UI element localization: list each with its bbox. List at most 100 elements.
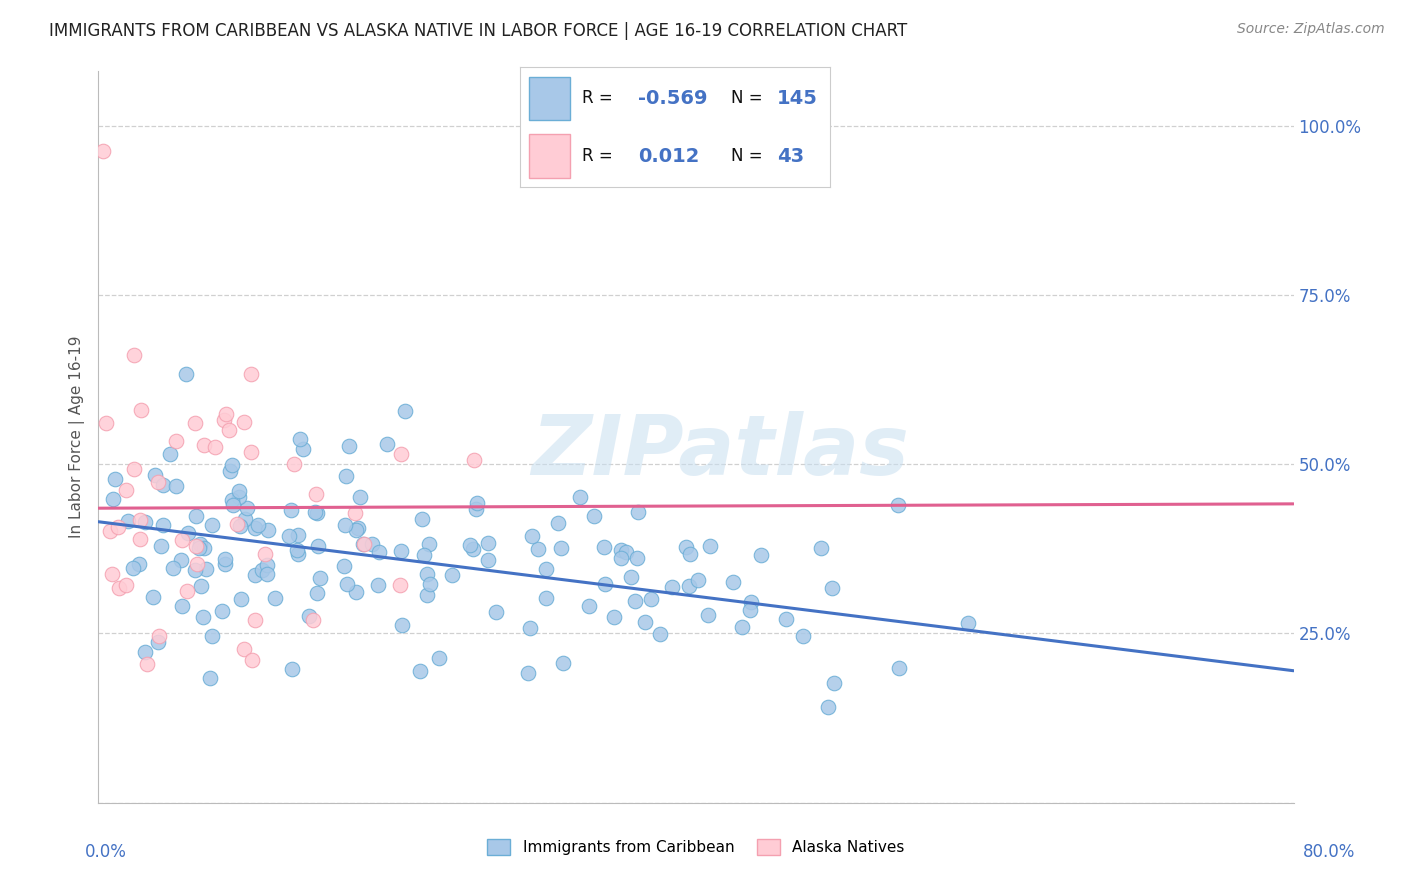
Point	[408, 665, 430, 679]
Point	[152, 478, 174, 492]
Point	[416, 567, 439, 582]
Point	[165, 434, 187, 448]
Text: R =: R =	[582, 147, 613, 165]
Point	[335, 469, 357, 483]
Point	[243, 521, 266, 535]
Text: N =: N =	[731, 147, 762, 165]
Point	[219, 464, 242, 478]
Text: IMMIGRANTS FROM CARIBBEAN VS ALASKA NATIVE IN LABOR FORCE | AGE 16-19 CORRELATIO: IMMIGRANTS FROM CARIBBEAN VS ALASKA NATI…	[49, 22, 907, 40]
Point	[648, 626, 671, 640]
Text: 145: 145	[778, 88, 818, 108]
Point	[239, 445, 262, 459]
Point	[547, 516, 569, 530]
Point	[593, 576, 616, 591]
Point	[122, 348, 145, 362]
Point	[391, 618, 413, 632]
Point	[519, 621, 541, 635]
Point	[416, 588, 439, 602]
Point	[257, 523, 280, 537]
Point	[188, 541, 211, 555]
Point	[347, 521, 370, 535]
Point	[193, 610, 215, 624]
Point	[333, 518, 356, 533]
Point	[101, 567, 124, 582]
Point	[170, 599, 193, 614]
Point	[194, 562, 217, 576]
Point	[233, 642, 256, 657]
Point	[302, 613, 325, 627]
Point	[337, 439, 360, 453]
Point	[391, 543, 413, 558]
Point	[129, 513, 152, 527]
Point	[162, 561, 184, 575]
Point	[190, 579, 212, 593]
Point	[307, 585, 329, 599]
Point	[193, 541, 215, 556]
Point	[367, 545, 389, 559]
Point	[349, 490, 371, 504]
Point	[411, 512, 433, 526]
Point	[222, 498, 245, 512]
Point	[679, 547, 702, 561]
Point	[115, 578, 138, 592]
Point	[614, 545, 637, 559]
Point	[626, 551, 648, 566]
Point	[305, 506, 328, 520]
Point	[101, 491, 124, 506]
Text: 0.012: 0.012	[638, 146, 699, 166]
Point	[287, 527, 309, 541]
Point	[243, 567, 266, 582]
Point	[463, 541, 485, 556]
Point	[245, 613, 267, 627]
Point	[527, 541, 550, 556]
Point	[152, 518, 174, 533]
Point	[603, 610, 626, 624]
Point	[413, 548, 436, 562]
Point	[198, 671, 221, 685]
Point	[280, 503, 302, 517]
Point	[389, 578, 412, 592]
Point	[343, 506, 366, 520]
Point	[281, 663, 304, 677]
Point	[149, 539, 172, 553]
Point	[229, 519, 252, 533]
Y-axis label: In Labor Force | Age 16-19: In Labor Force | Age 16-19	[69, 335, 84, 539]
Point	[418, 537, 440, 551]
Point	[107, 581, 129, 595]
Point	[117, 514, 139, 528]
Point	[740, 603, 762, 617]
Point	[211, 603, 233, 617]
Point	[221, 458, 243, 472]
Point	[810, 541, 832, 555]
Point	[148, 475, 170, 489]
Point	[278, 529, 301, 543]
Point	[367, 578, 389, 592]
Point	[212, 413, 235, 427]
Point	[678, 579, 700, 593]
Point	[389, 447, 412, 461]
Point	[292, 442, 315, 457]
Point	[174, 367, 197, 381]
Point	[250, 563, 273, 577]
Point	[463, 453, 485, 467]
Point	[236, 500, 259, 515]
Point	[465, 496, 488, 510]
Point	[214, 552, 236, 566]
Point	[522, 529, 544, 543]
Point	[458, 538, 481, 552]
Point	[582, 508, 605, 523]
Point	[201, 629, 224, 643]
Point	[441, 568, 464, 582]
Point	[534, 562, 557, 576]
Point	[129, 403, 152, 417]
Point	[91, 144, 114, 158]
Point	[634, 615, 657, 629]
Point	[215, 407, 238, 421]
Point	[749, 548, 772, 562]
Text: -0.569: -0.569	[638, 88, 707, 108]
Point	[309, 571, 332, 585]
Point	[290, 432, 312, 446]
Text: N =: N =	[731, 89, 762, 107]
Point	[740, 595, 762, 609]
Point	[297, 609, 319, 624]
